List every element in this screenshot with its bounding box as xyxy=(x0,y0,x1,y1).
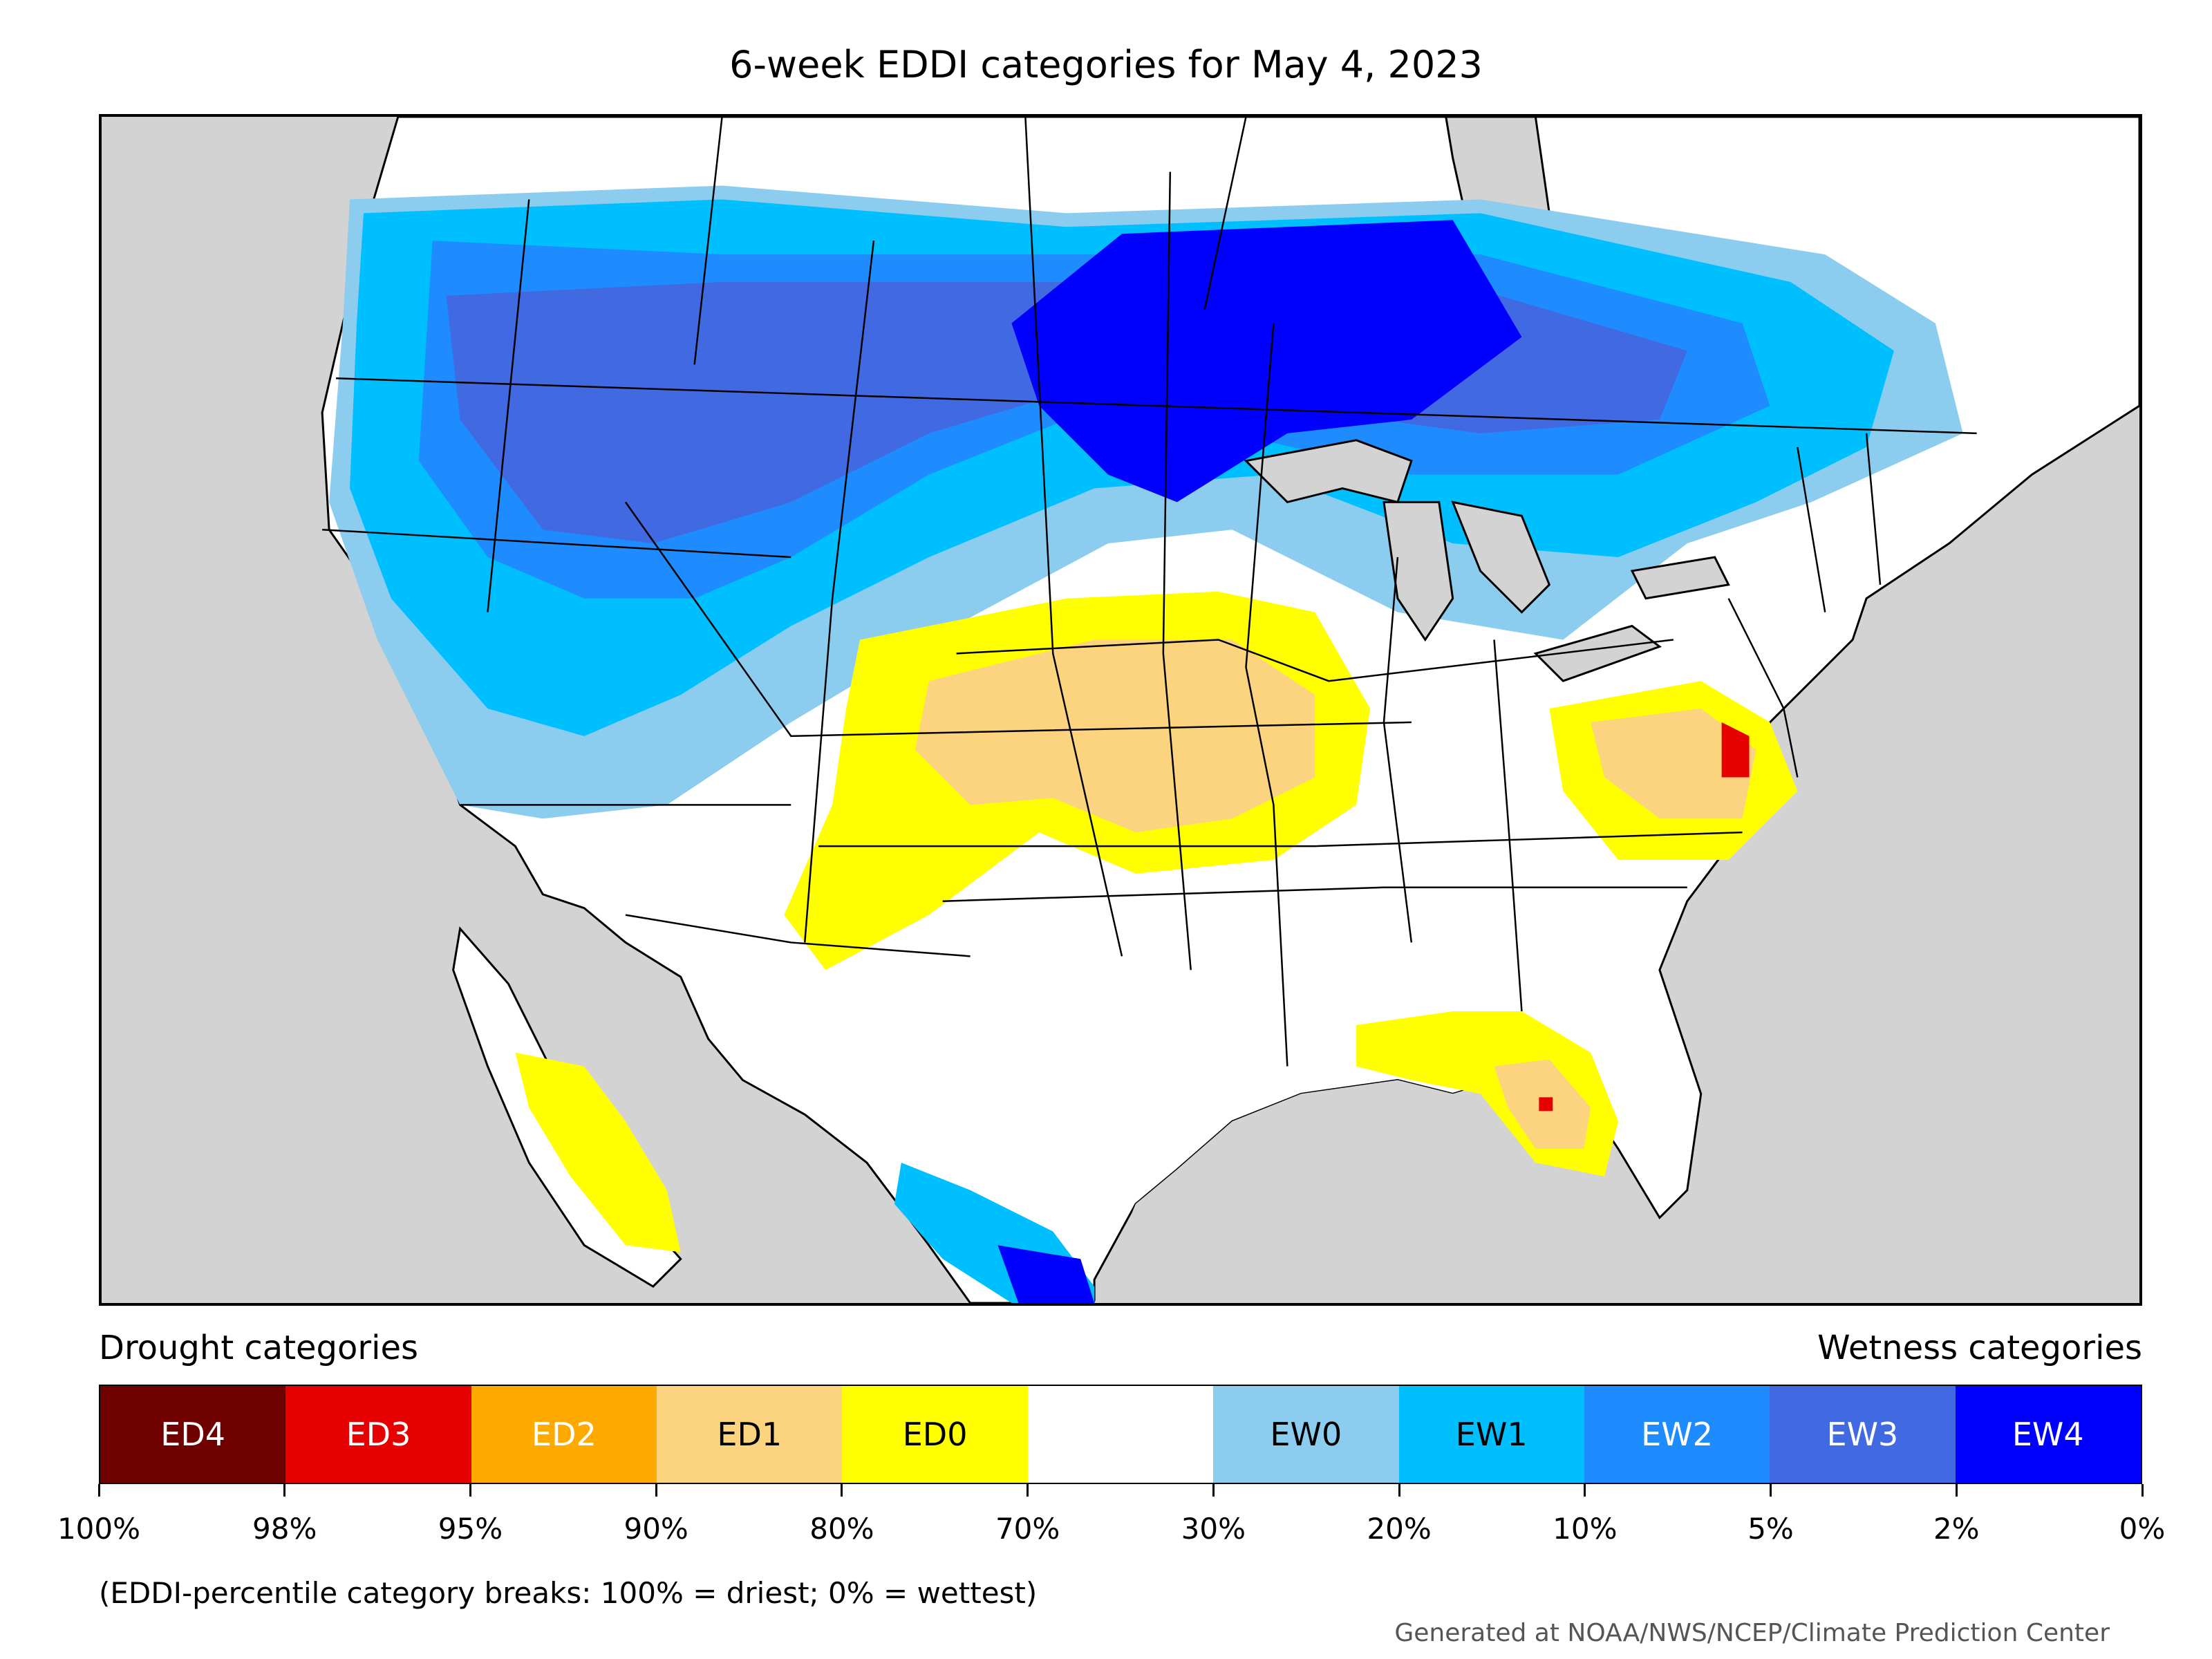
ew4-region-texas-coast xyxy=(997,1245,1095,1303)
map-canvas xyxy=(321,117,2139,1303)
tick-mark xyxy=(1770,1484,1772,1497)
legend-swatch-ed3: ED3 xyxy=(285,1386,471,1483)
ed0-region-mexico xyxy=(515,1052,681,1253)
ed3-region-chesapeake xyxy=(1721,722,1750,778)
gulf-of-mexico xyxy=(1094,1073,1619,1303)
wetness-categories-heading: Wetness categories xyxy=(1817,1329,2142,1367)
tick-mark xyxy=(97,1484,100,1497)
legend-swatch-ew2: EW2 xyxy=(1584,1386,1770,1483)
eddi-map xyxy=(99,114,2142,1306)
legend-swatch-ew3: EW3 xyxy=(1770,1386,1956,1483)
tick-label: 70% xyxy=(995,1512,1060,1546)
tick-label: 30% xyxy=(1181,1512,1246,1546)
tick-mark xyxy=(1027,1484,1029,1497)
ed3-region-florida xyxy=(1539,1097,1553,1112)
legend-swatch-ew0: EW0 xyxy=(1213,1386,1399,1483)
tick-label: 10% xyxy=(1553,1512,1618,1546)
tick-label: 20% xyxy=(1367,1512,1432,1546)
tick-mark xyxy=(469,1484,471,1497)
legend-swatch-ed0: ED0 xyxy=(842,1386,1028,1483)
credit-line: Generated at NOAA/NWS/NCEP/Climate Predi… xyxy=(1394,1619,2110,1647)
tick-label: 0% xyxy=(2119,1512,2166,1546)
tick-mark xyxy=(283,1484,286,1497)
tick-mark xyxy=(841,1484,843,1497)
map-title: 6-week EDDI categories for May 4, 2023 xyxy=(729,43,1483,86)
ed1-region-plains xyxy=(915,639,1315,833)
legend-swatch-ed4: ED4 xyxy=(100,1386,286,1483)
legend-swatch-ed2: ED2 xyxy=(471,1386,657,1483)
tick-mark xyxy=(1398,1484,1400,1497)
state-boundaries xyxy=(322,117,1977,1067)
tick-mark xyxy=(1212,1484,1215,1497)
percentile-ticks: 100% 98% 95% 90% 80% 70% 30% 20% 10% 5% 2% 0% xyxy=(57,1484,2165,1546)
legend-swatch-ew4: EW4 xyxy=(1955,1386,2141,1483)
legend-swatch-normal xyxy=(1027,1386,1214,1483)
category-legend: ED4 ED3 ED2 ED1 ED0 EW0 EW1 EW2 EW3 EW4 xyxy=(99,1385,2142,1484)
great-lakes xyxy=(1244,439,1730,682)
tick-label: 100% xyxy=(57,1512,141,1546)
legend-swatch-ed1: ED1 xyxy=(657,1386,843,1483)
tick-label: 95% xyxy=(438,1512,503,1546)
category-breaks-note: (EDDI-percentile category breaks: 100% =… xyxy=(99,1576,1038,1610)
ew4-region-north xyxy=(1011,220,1522,503)
tick-label: 80% xyxy=(809,1512,874,1546)
tick-mark xyxy=(655,1484,657,1497)
tick-label: 2% xyxy=(1933,1512,1980,1546)
tick-mark xyxy=(2141,1484,2144,1497)
tick-label: 98% xyxy=(252,1512,317,1546)
tick-label: 90% xyxy=(624,1512,688,1546)
tick-label: 5% xyxy=(1747,1512,1794,1546)
ed1-region-midatlantic xyxy=(1591,709,1756,819)
legend-swatch-ew1: EW1 xyxy=(1398,1386,1584,1483)
tick-mark xyxy=(1584,1484,1586,1497)
drought-categories-heading: Drought categories xyxy=(99,1329,418,1367)
tick-mark xyxy=(1955,1484,1958,1497)
